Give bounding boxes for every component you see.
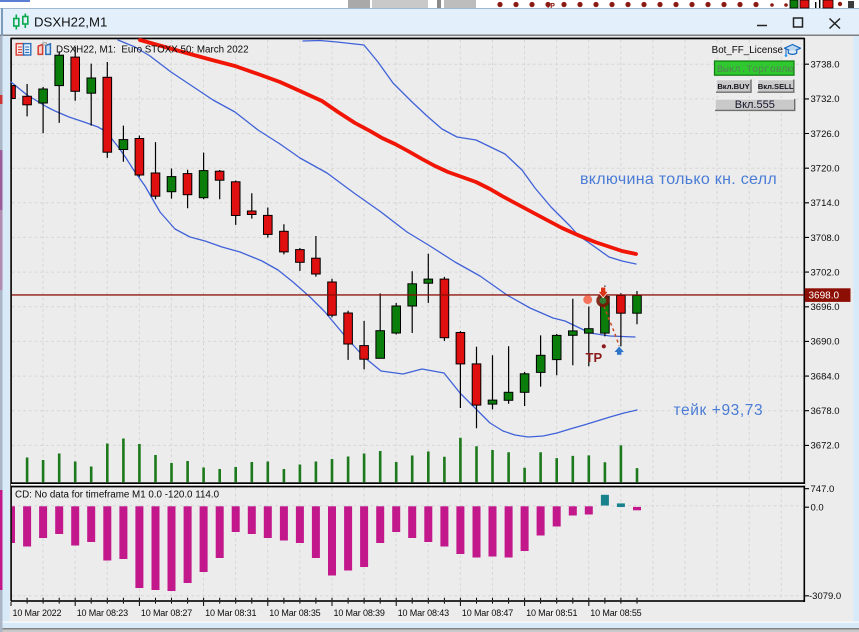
svg-text:10 Mar 08:39: 10 Mar 08:39 — [334, 608, 385, 618]
svg-text:0.0: 0.0 — [811, 503, 824, 514]
svg-text:тейк +93,73: тейк +93,73 — [674, 402, 764, 419]
svg-text:10 Mar 08:23: 10 Mar 08:23 — [77, 608, 128, 618]
svg-text:10 Mar 08:51: 10 Mar 08:51 — [526, 608, 577, 618]
svg-text:747.0: 747.0 — [811, 484, 835, 495]
svg-text:10 Mar 08:55: 10 Mar 08:55 — [590, 608, 641, 618]
svg-text:10 Mar 08:31: 10 Mar 08:31 — [205, 608, 256, 618]
svg-text:Вкл.SELL: Вкл.SELL — [758, 82, 794, 91]
svg-text:3684.0: 3684.0 — [811, 371, 840, 382]
svg-text:3720.0: 3720.0 — [811, 164, 840, 175]
svg-text:3732.0: 3732.0 — [811, 94, 840, 105]
svg-text:10 Mar 08:27: 10 Mar 08:27 — [141, 608, 192, 618]
svg-text:3690.0: 3690.0 — [811, 337, 840, 348]
svg-text:10 Mar 08:47: 10 Mar 08:47 — [462, 608, 513, 618]
svg-text:3738.0: 3738.0 — [811, 60, 840, 71]
svg-text:3726.0: 3726.0 — [811, 129, 840, 140]
svg-text:-3079.0: -3079.0 — [809, 591, 841, 602]
svg-text:TP: TP — [586, 350, 603, 365]
svg-text:Вкл.555: Вкл.555 — [735, 99, 775, 111]
svg-text:10 Mar 08:35: 10 Mar 08:35 — [269, 608, 320, 618]
svg-text:3714.0: 3714.0 — [811, 198, 840, 209]
svg-text:TP: TP — [546, 3, 555, 10]
svg-text:3708.0: 3708.0 — [811, 233, 840, 244]
svg-text:3678.0: 3678.0 — [811, 406, 840, 417]
svg-text:включина только кн. селл: включина только кн. селл — [580, 171, 777, 188]
svg-text:3696.0: 3696.0 — [811, 302, 840, 313]
svg-text:3702.0: 3702.0 — [811, 267, 840, 278]
svg-text:3672.0: 3672.0 — [811, 441, 840, 452]
svg-text:DSXH22,M1: DSXH22,M1 — [34, 15, 107, 30]
svg-text:Выкл.Торговлю: Выкл.Торговлю — [717, 64, 794, 75]
svg-text:Bot_FF_License: Bot_FF_License — [712, 45, 784, 56]
svg-text:Вкл.BUY: Вкл.BUY — [717, 82, 749, 91]
svg-text:CD: No data for timeframe M1 0: CD: No data for timeframe M1 0.0 -120.0 … — [15, 490, 220, 501]
svg-text:3698.0: 3698.0 — [809, 291, 840, 302]
svg-text:10 Mar 08:43: 10 Mar 08:43 — [398, 608, 449, 618]
svg-text:DSXH22, M1: Euro STOXX 50: Ma: DSXH22, M1: Euro STOXX 50: March 2022 — [56, 45, 249, 56]
svg-text:10 Mar 2022: 10 Mar 2022 — [13, 608, 62, 618]
